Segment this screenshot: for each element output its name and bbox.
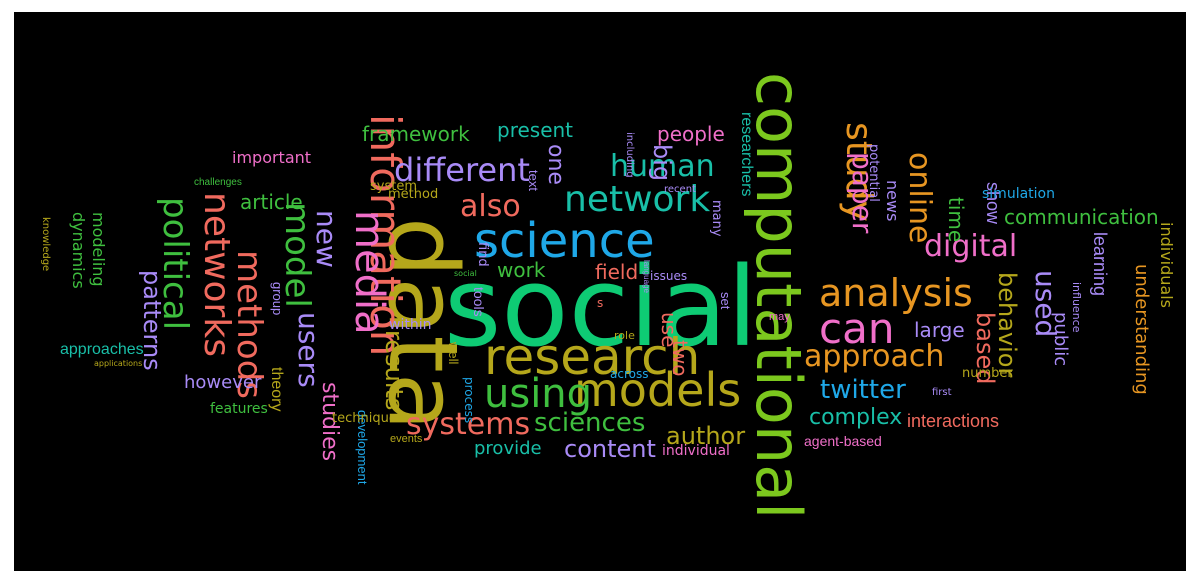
word-public: public [1050, 312, 1071, 367]
word-first: first [932, 387, 952, 398]
word-twitter: twitter [820, 375, 906, 405]
word-s: s [597, 296, 604, 310]
word-large: large [914, 318, 965, 342]
word-two: two [668, 340, 692, 377]
word-present: present [497, 118, 574, 142]
word-also: also [460, 189, 521, 224]
word-may: may [769, 311, 790, 323]
word-analysis: analysis [819, 271, 973, 315]
word-users: users [292, 312, 325, 388]
word-one: one [543, 144, 568, 185]
word-simulation: simulation [982, 186, 1055, 202]
word-sciences: sciences [534, 408, 646, 438]
word-digital: digital [924, 229, 1018, 264]
word-complex: complex [809, 405, 903, 430]
word-using: using [484, 371, 593, 417]
word-results: results [380, 330, 408, 411]
word-process: process [462, 377, 476, 424]
word-article: article [240, 190, 303, 214]
word-social: social [454, 269, 477, 278]
word-within: within [389, 317, 432, 333]
word-human: human [610, 149, 715, 184]
word-influence: influence [1070, 282, 1083, 333]
word-dynamics: dynamics [69, 212, 88, 289]
word-text: text [526, 170, 541, 191]
word-approach: approach [804, 339, 945, 374]
word-role: role [614, 329, 635, 342]
word-computational: computational [742, 72, 815, 520]
word-techniques: techniques [332, 411, 404, 426]
word-author: author [666, 422, 746, 450]
word-theory: theory [268, 367, 285, 412]
word-interactions: interactions [907, 411, 1000, 431]
word-events: events [390, 433, 423, 445]
word-many: many [709, 200, 724, 237]
word-provide: provide [474, 438, 542, 459]
word-agent-based: agent-based [804, 433, 882, 449]
word-method: method [388, 187, 439, 202]
word-learning: learning [1090, 232, 1110, 297]
word-media: media [346, 210, 392, 335]
word-news: news [883, 180, 902, 222]
word-applications: applications [94, 359, 143, 368]
word-including: including [624, 132, 635, 178]
word-communication: communication [1004, 205, 1159, 229]
word-model: model [277, 202, 317, 308]
word-new: new [310, 210, 343, 268]
word-different: different [394, 151, 530, 189]
word-individuals: individuals [1157, 222, 1176, 308]
word-set: set [718, 292, 733, 310]
word-cloud: social data computational science research mo… [14, 12, 1186, 571]
word-research: research [484, 328, 701, 386]
word-find: find [475, 242, 490, 267]
word-language: language [642, 260, 651, 293]
word-well: well [446, 342, 461, 365]
word-modeling: modeling [89, 212, 108, 287]
word-knowledge: knowledge [40, 217, 51, 272]
word-group: group [270, 282, 285, 316]
word-network: network [564, 179, 711, 220]
word-tools: tools [471, 287, 487, 317]
word-can: can [819, 304, 895, 353]
word-across: across [610, 367, 649, 381]
word-issues: issues [650, 269, 688, 283]
word-work: work [497, 258, 546, 282]
word-social: social [444, 243, 758, 371]
word-system: system [370, 179, 417, 194]
word-recent: recent [664, 184, 696, 195]
word-however: however [184, 372, 262, 393]
word-understanding: understanding [1131, 264, 1152, 395]
word-approaches: approaches [60, 341, 144, 358]
word-challenges: challenges [194, 177, 242, 188]
word-people: people [657, 122, 725, 146]
word-science: science [474, 213, 655, 269]
word-individual: individual [662, 443, 730, 459]
word-potential: potential [866, 144, 881, 202]
word-features: features [210, 401, 268, 417]
word-researchers: researchers [738, 112, 755, 197]
word-big: big [648, 144, 676, 182]
word-time: time [944, 197, 968, 243]
word-online: online [902, 152, 937, 244]
word-important: important [232, 148, 312, 167]
word-number: number [962, 366, 1013, 381]
word-field: field [595, 260, 639, 284]
word-framework: framework [362, 122, 470, 146]
word-content: content [564, 435, 656, 463]
word-models: models [574, 363, 742, 417]
word-behavior: behavior [993, 272, 1021, 378]
word-systems: systems [406, 407, 531, 442]
